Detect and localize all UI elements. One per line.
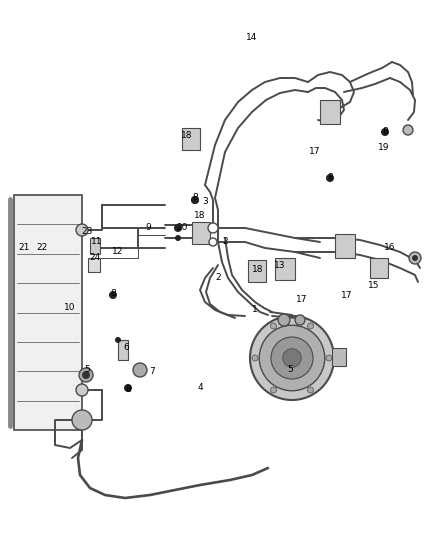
Text: 20: 20 xyxy=(177,223,188,232)
Text: 11: 11 xyxy=(91,238,103,246)
Text: 9: 9 xyxy=(145,223,151,232)
Bar xyxy=(182,128,200,150)
Bar xyxy=(90,238,100,254)
Circle shape xyxy=(76,384,88,396)
Circle shape xyxy=(174,224,182,232)
Text: 15: 15 xyxy=(368,280,380,289)
Text: 8: 8 xyxy=(192,193,198,203)
Text: 19: 19 xyxy=(378,143,390,152)
Text: 1: 1 xyxy=(252,305,258,314)
Bar xyxy=(118,340,128,360)
Text: 8: 8 xyxy=(110,288,116,297)
Bar xyxy=(320,100,340,124)
Circle shape xyxy=(278,314,290,326)
Circle shape xyxy=(271,337,313,379)
Circle shape xyxy=(295,315,305,325)
Text: 22: 22 xyxy=(36,244,48,253)
Text: 12: 12 xyxy=(112,247,124,256)
Circle shape xyxy=(72,410,92,430)
Bar xyxy=(192,222,210,244)
Text: 18: 18 xyxy=(194,211,206,220)
Circle shape xyxy=(133,363,147,377)
Circle shape xyxy=(124,384,132,392)
Bar xyxy=(275,258,295,280)
Text: 18: 18 xyxy=(252,265,264,274)
Circle shape xyxy=(271,387,276,393)
Circle shape xyxy=(209,238,217,246)
Text: 16: 16 xyxy=(384,244,396,253)
Circle shape xyxy=(109,291,117,299)
Text: 17: 17 xyxy=(341,290,353,300)
Text: 5: 5 xyxy=(287,366,293,375)
Circle shape xyxy=(307,323,314,329)
Text: 8: 8 xyxy=(125,385,131,394)
Text: 2: 2 xyxy=(222,238,228,246)
Circle shape xyxy=(409,252,421,264)
Circle shape xyxy=(191,196,199,204)
Text: 3: 3 xyxy=(202,198,208,206)
Text: 21: 21 xyxy=(18,244,30,253)
Text: 4: 4 xyxy=(197,384,203,392)
Text: 10: 10 xyxy=(64,303,76,312)
Circle shape xyxy=(252,355,258,361)
Text: 8: 8 xyxy=(382,127,388,136)
Bar xyxy=(14,195,82,430)
Bar xyxy=(248,260,266,282)
Circle shape xyxy=(250,316,334,400)
Text: 23: 23 xyxy=(81,228,93,237)
Text: 17: 17 xyxy=(309,148,321,157)
Text: 6: 6 xyxy=(123,343,129,352)
Circle shape xyxy=(412,255,418,261)
Circle shape xyxy=(79,368,93,382)
Circle shape xyxy=(403,125,413,135)
Circle shape xyxy=(381,128,389,136)
Circle shape xyxy=(307,387,314,393)
Text: 18: 18 xyxy=(181,131,193,140)
Circle shape xyxy=(259,325,325,391)
Text: 8: 8 xyxy=(327,174,333,182)
Bar xyxy=(332,348,346,366)
Circle shape xyxy=(115,337,121,343)
Circle shape xyxy=(326,355,332,361)
Text: 5: 5 xyxy=(84,366,90,375)
Text: 13: 13 xyxy=(274,261,286,270)
Bar xyxy=(335,234,355,258)
Text: 7: 7 xyxy=(149,367,155,376)
Circle shape xyxy=(175,235,181,241)
Circle shape xyxy=(271,323,276,329)
Text: 17: 17 xyxy=(296,295,308,304)
Circle shape xyxy=(76,224,88,236)
Bar xyxy=(370,258,388,278)
Circle shape xyxy=(283,349,301,367)
Circle shape xyxy=(191,196,199,204)
Bar xyxy=(88,258,100,272)
Text: 2: 2 xyxy=(215,273,221,282)
Circle shape xyxy=(208,223,218,233)
Text: 14: 14 xyxy=(246,34,258,43)
Text: 24: 24 xyxy=(89,254,101,262)
Circle shape xyxy=(82,371,90,379)
Circle shape xyxy=(326,174,334,182)
